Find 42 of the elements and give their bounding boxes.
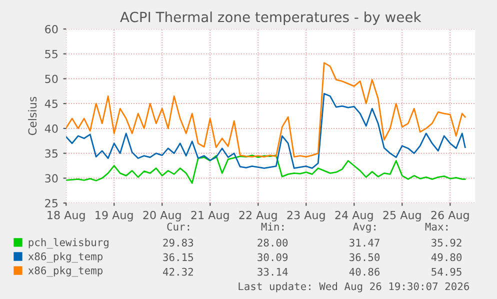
text: Cur: [167,222,190,231]
text: 29.83 [163,238,194,247]
text: 42.32 [162,268,193,276]
line-series [66,92,466,169]
y-tick-label: 55 [45,50,58,58]
y-tick-label: 30 [45,174,58,183]
text: 31.47 [350,238,380,247]
y-tick-label: 45 [44,100,58,108]
chart-title: ACPI Thermal zone temperatures - by week [120,12,422,25]
x-tick-label: 24 Aug [335,210,373,222]
x-tick-label: 23 Aug [287,210,325,222]
text: Max: [425,222,448,231]
x-tick-label: 20 Aug [143,210,181,222]
x-tick-label: 26 Aug [431,210,469,222]
text: Min: [261,222,284,230]
y-tick-label: 40 [44,124,58,133]
legend-label: pch_lewisburg [28,238,108,249]
x-tick-label: 22 Aug [239,210,277,222]
text: 36.50 [350,253,380,262]
text: 54.95 [432,268,462,276]
y-tick-label: 50 [45,74,58,84]
text: 33.14 [258,268,288,276]
text: 30.09 [258,253,288,262]
legend-label: x86_pkg_temp [28,252,103,263]
y-tick-label: 25 [45,198,58,208]
text: 35.92 [432,238,462,247]
legend-label: x86_pkg_temp [28,266,103,277]
text: 49.80 [431,253,462,262]
y-tick-label: 60 [45,24,58,34]
text: 28.00 [258,238,288,247]
line-series [66,154,466,184]
x-tick-label: 21 Aug [191,210,229,222]
text: Avg: [353,222,376,233]
y-tick-label: 35 [45,149,58,158]
y-axis-title: Celsius [28,96,37,136]
text: Last update: Wed Aug 26 19:30:07 2026 [238,282,469,292]
line-series [66,62,466,158]
x-tick-label: 19 Aug [96,210,133,222]
text: 36.15 [163,253,193,262]
text: 40.86 [349,268,380,276]
x-tick-label: 18 Aug [48,210,85,222]
x-tick-label: 25 Aug [383,210,421,222]
